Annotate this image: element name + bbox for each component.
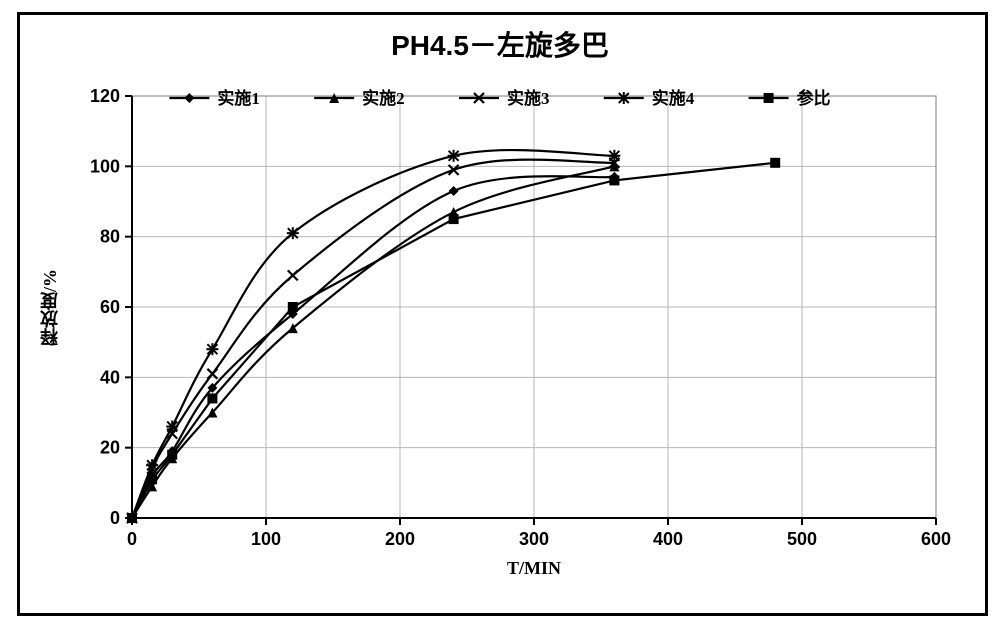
y-tick-label: 100 <box>90 156 120 176</box>
y-tick-label: 60 <box>100 297 120 317</box>
y-tick-label: 20 <box>100 438 120 458</box>
legend-marker <box>618 92 630 104</box>
x-tick-label: 400 <box>653 529 683 549</box>
legend-label: 实施3 <box>507 88 550 108</box>
legend-label: 实施1 <box>217 88 260 108</box>
legend-label: 实施2 <box>362 88 405 108</box>
x-tick-label: 200 <box>385 529 415 549</box>
y-axis-label: 释放度/% <box>37 252 63 362</box>
x-tick-label: 100 <box>251 529 281 549</box>
series-marker-s5 <box>167 450 177 460</box>
x-tick-label: 300 <box>519 529 549 549</box>
y-tick-label: 40 <box>100 367 120 387</box>
y-tick-label: 0 <box>110 508 120 528</box>
y-tick-label: 120 <box>90 86 120 106</box>
series-marker-s5 <box>770 158 780 168</box>
series-marker-s5 <box>147 474 157 484</box>
legend-marker <box>764 93 774 103</box>
series-marker-s4 <box>608 150 620 162</box>
x-tick-label: 500 <box>787 529 817 549</box>
series-marker-s5 <box>449 214 459 224</box>
series-marker-s5 <box>207 393 217 403</box>
series-marker-s4 <box>166 421 178 433</box>
chart-canvas: 0 100 200 300 400 500 600 0 20 40 60 80 100 120 实施1 实施2… <box>0 0 1000 622</box>
legend-label: 实施4 <box>652 88 695 108</box>
series-marker-s5 <box>609 175 619 185</box>
x-tick-label: 600 <box>921 529 951 549</box>
series-marker-s4 <box>206 343 218 355</box>
x-axis-label: T/MIN <box>474 558 594 579</box>
series-marker-s4 <box>146 459 158 471</box>
series-marker-s5 <box>288 302 298 312</box>
legend-label: 参比 <box>797 88 831 108</box>
x-tick-label: 0 <box>127 529 137 549</box>
series-marker-s5 <box>127 513 137 523</box>
y-tick-label: 80 <box>100 227 120 247</box>
series-marker-s4 <box>448 150 460 162</box>
series-marker-s4 <box>287 227 299 239</box>
